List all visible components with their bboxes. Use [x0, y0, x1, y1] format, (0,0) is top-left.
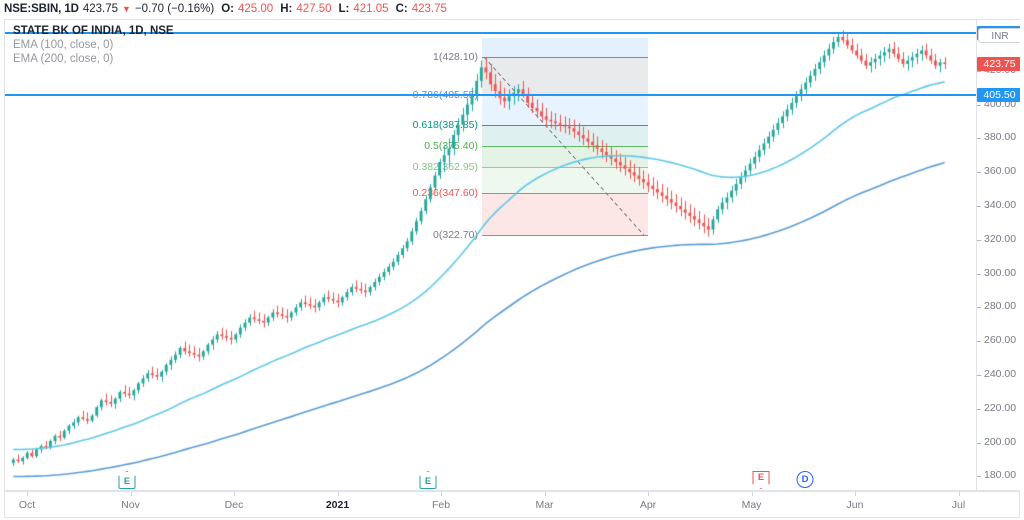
time-tick-mark — [337, 492, 339, 496]
price-tick-label: 340.00 — [984, 198, 1017, 211]
change-value: −0.70 (−0.16%) — [134, 3, 215, 15]
tick-mark — [977, 239, 981, 241]
tick-mark — [977, 104, 981, 106]
time-tick-label: Mar — [535, 499, 554, 511]
tick-mark — [977, 307, 981, 309]
low-label: L: — [338, 3, 350, 15]
price-tick-label: 380.00 — [984, 131, 1017, 144]
price-tick: 280.00 — [977, 300, 1020, 312]
time-tick-mark — [441, 492, 442, 496]
price-badge[interactable]: 405.50 — [977, 88, 1020, 103]
symbol-label[interactable]: NSE:SBIN, 1D — [4, 3, 79, 15]
time-tick-label: May — [741, 499, 762, 511]
price-tick-label: 240.00 — [984, 368, 1017, 381]
price-tick: 340.00 — [977, 199, 1020, 211]
tick-mark — [977, 375, 981, 377]
price-tick: 360.00 — [977, 165, 1020, 177]
time-tick-label: Nov — [121, 499, 140, 511]
currency-badge[interactable]: INR — [978, 28, 1020, 43]
time-tick-label: Feb — [431, 499, 451, 511]
legend-title: STATE BK OF INDIA, 1D, NSE — [13, 25, 174, 37]
event-marker-earnings-up[interactable]: E — [118, 471, 136, 489]
price-tick: 180.00 — [977, 469, 1020, 481]
price-tick-label: 180.00 — [984, 469, 1017, 482]
event-marker-earnings-up[interactable]: E — [419, 471, 437, 489]
marker-letter: E — [118, 471, 136, 489]
time-tick-label: 2021 — [325, 499, 350, 511]
legend-ema-100[interactable]: EMA (100, close, 0) — [13, 39, 114, 51]
price-tick-label: 320.00 — [984, 232, 1017, 245]
time-tick-mark — [648, 492, 649, 496]
high-value: 427.50 — [296, 3, 332, 15]
close-value: 423.75 — [411, 3, 447, 15]
tick-mark — [977, 273, 981, 275]
chart-legend: STATE BK OF INDIA, 1D, NSE EMA (100, clo… — [13, 24, 174, 66]
tick-mark — [977, 408, 981, 410]
time-tick-label: Jul — [951, 499, 966, 511]
chart-plot-area[interactable]: STATE BK OF INDIA, 1D, NSE EMA (100, clo… — [5, 20, 976, 490]
price-tick: 260.00 — [977, 334, 1020, 346]
marker-letter: E — [752, 471, 770, 489]
price-tick: 400.00 — [977, 98, 1020, 110]
price-badge[interactable]: 423.75 — [977, 57, 1020, 72]
event-marker-earnings-down[interactable]: E — [752, 471, 770, 489]
tick-mark — [977, 476, 981, 478]
price-tick: 240.00 — [977, 368, 1020, 380]
price-series-canvas — [5, 20, 976, 490]
time-tick-mark — [544, 492, 546, 496]
price-tick-label: 260.00 — [984, 334, 1017, 347]
tick-mark — [977, 341, 981, 343]
time-tick-mark — [958, 492, 960, 496]
horizontal-line-resistance[interactable] — [5, 32, 976, 35]
time-tick-label: Oct — [18, 499, 36, 511]
horizontal-line-support[interactable] — [5, 94, 976, 97]
time-tick-label: Dec — [224, 499, 244, 511]
low-value: 421.05 — [353, 3, 389, 15]
marker-letter: E — [419, 471, 437, 489]
close-label: C: — [395, 3, 408, 15]
price-tick: 200.00 — [977, 436, 1020, 448]
time-tick-mark — [27, 492, 28, 496]
price-tick: 380.00 — [977, 131, 1020, 143]
open-value: 425.00 — [238, 3, 274, 15]
tick-mark — [977, 172, 981, 174]
last-price: 423.75 — [82, 3, 119, 15]
price-tick-label: 280.00 — [984, 300, 1017, 313]
price-tick: 300.00 — [977, 267, 1020, 279]
time-tick-mark — [234, 492, 235, 496]
open-label: O: — [221, 3, 235, 15]
price-tick-label: 220.00 — [984, 401, 1017, 414]
time-tick-label: Jun — [846, 499, 864, 511]
price-tick-label: 360.00 — [984, 165, 1017, 178]
tick-mark — [977, 205, 981, 207]
price-tick-label: 200.00 — [984, 435, 1017, 448]
price-tick: 320.00 — [977, 233, 1020, 245]
time-tick-mark — [855, 492, 856, 496]
quote-bar: NSE:SBIN, 1D 423.75 ▼ −0.70 (−0.16%) O: … — [0, 0, 1024, 18]
time-tick-label: Apr — [639, 499, 657, 511]
high-label: H: — [280, 3, 293, 15]
time-axis[interactable]: Oct Nov Dec 2021 Feb Mar Apr May Jun Jul — [4, 491, 1020, 518]
price-tick: 220.00 — [977, 402, 1020, 414]
marker-letter: D — [796, 471, 814, 488]
price-axis[interactable]: 440.00420.00400.00380.00360.00340.00320.… — [976, 20, 1020, 490]
axis-corner — [975, 491, 1020, 518]
chart-frame: STATE BK OF INDIA, 1D, NSE EMA (100, clo… — [4, 19, 1020, 491]
legend-ema-200[interactable]: EMA (200, close, 0) — [13, 53, 114, 65]
time-tick-mark — [751, 492, 753, 496]
tick-mark — [977, 442, 981, 444]
tick-mark — [977, 138, 981, 140]
time-tick-mark — [130, 492, 132, 496]
change-arrow-down-icon: ▼ — [122, 4, 131, 14]
event-marker-dividend[interactable]: D — [796, 471, 814, 488]
price-tick-label: 300.00 — [984, 266, 1017, 279]
